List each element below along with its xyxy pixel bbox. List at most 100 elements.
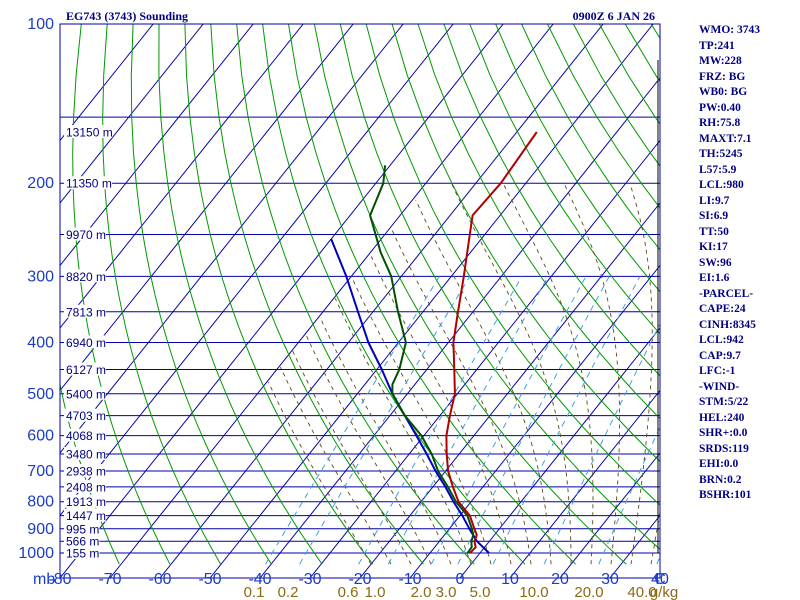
height-label-bg bbox=[64, 269, 106, 283]
isotherm-line bbox=[60, 24, 154, 142]
height-label: 8820 m bbox=[66, 270, 106, 284]
isotherm-line bbox=[209, 24, 654, 578]
stability-index-item: SW:96 bbox=[699, 256, 732, 269]
mixing-ratio-label: 0.2 bbox=[278, 584, 299, 600]
stability-index-item: L57:5.9 bbox=[699, 163, 737, 176]
stability-index-item: MW:228 bbox=[699, 55, 742, 67]
mixing-ratio-label: 0.6 bbox=[338, 584, 359, 600]
stability-index-item: WMO: 3743 bbox=[699, 24, 761, 36]
height-label: 5400 m bbox=[66, 387, 106, 401]
height-label: 11350 m bbox=[66, 177, 112, 191]
moist-adiabat-line bbox=[629, 183, 653, 565]
isotherm-line bbox=[60, 24, 304, 329]
height-label: 1913 m bbox=[66, 495, 106, 509]
moist-adiabat-line bbox=[415, 199, 552, 565]
isotherm-line bbox=[259, 77, 660, 578]
dry-adiabat-line bbox=[339, 24, 660, 550]
stability-index-item: LFC:-1 bbox=[699, 365, 736, 377]
temperature-axis-label: 20 bbox=[551, 571, 569, 588]
isotherm-line bbox=[60, 24, 354, 392]
dry-adiabat-line bbox=[365, 24, 660, 506]
moist-adiabat-line bbox=[370, 256, 512, 565]
height-label: 6127 m bbox=[66, 363, 106, 377]
pressure-axis-label: 1000 bbox=[18, 545, 54, 562]
height-label-bg bbox=[64, 447, 106, 461]
height-label-bg bbox=[64, 124, 113, 138]
stability-index-item: TT:50 bbox=[699, 225, 729, 238]
height-label: 6940 m bbox=[66, 336, 106, 350]
stability-index-item: EI:1.6 bbox=[699, 272, 730, 284]
height-label-bg bbox=[64, 521, 100, 535]
dry-adiabat-line bbox=[158, 24, 323, 565]
height-label-bg bbox=[64, 534, 100, 548]
stability-index-item: MAXT:7.1 bbox=[699, 132, 752, 145]
stability-index-item: BSHR:101 bbox=[699, 489, 752, 501]
mixing-ratio-line bbox=[358, 276, 523, 565]
height-label: 9970 m bbox=[66, 228, 106, 242]
temperature-axis-label: 40 bbox=[651, 571, 669, 588]
temperature-unit-label: C bbox=[654, 571, 666, 588]
dry-adiabat-line bbox=[236, 24, 475, 565]
height-label: 155 m bbox=[66, 547, 99, 561]
isotherm-line bbox=[309, 139, 660, 578]
pressure-axis-label: 300 bbox=[27, 268, 54, 285]
temperature-axis-label: -30 bbox=[298, 571, 321, 588]
stability-index-item: FRZ: BG bbox=[699, 70, 746, 83]
stability-index-item: KI:17 bbox=[699, 241, 728, 253]
temperature-axis-label: 10 bbox=[501, 571, 519, 588]
stability-index-item: TH:5245 bbox=[699, 148, 743, 160]
height-label-bg bbox=[64, 508, 106, 522]
stability-index-item: -PARCEL- bbox=[699, 287, 754, 300]
mixing-ratio-label: 5.0 bbox=[470, 584, 491, 600]
plot-frame bbox=[59, 23, 661, 579]
chart-title: EG743 (3743) Sounding bbox=[66, 9, 188, 23]
stability-index-item: LCL:980 bbox=[699, 179, 744, 191]
height-label-bg bbox=[64, 227, 106, 241]
temperature-axis-label: -60 bbox=[148, 571, 171, 588]
isotherm-line bbox=[459, 327, 660, 578]
pressure-axis-label: 900 bbox=[27, 521, 54, 538]
stability-index-item: PW:0.40 bbox=[699, 101, 741, 114]
stability-index-item: SHR+:0.0 bbox=[699, 427, 748, 439]
isotherm-line bbox=[60, 24, 404, 454]
height-label-bg bbox=[64, 428, 106, 442]
stability-index-item: LI:9.7 bbox=[699, 194, 730, 207]
temperature-axis-label: -70 bbox=[98, 571, 121, 588]
plot-area bbox=[60, 24, 660, 578]
isotherm-line bbox=[559, 452, 660, 578]
stability-index-item: SI:6.9 bbox=[699, 210, 729, 222]
pressure-axis-label: 800 bbox=[27, 494, 54, 511]
height-label: 4068 m bbox=[66, 429, 106, 443]
mixing-ratio-label: 3.0 bbox=[436, 584, 457, 600]
moist-adiabat-line bbox=[502, 182, 594, 565]
height-label-bg bbox=[64, 335, 106, 349]
isotherm-line bbox=[60, 24, 204, 204]
height-label-bg bbox=[64, 408, 106, 422]
height-label: 3480 m bbox=[66, 448, 106, 462]
stability-index-item: EHI:0.0 bbox=[699, 458, 739, 470]
height-label: 13150 m bbox=[66, 125, 113, 139]
mixing-ratio-label: 20.0 bbox=[574, 584, 603, 600]
dry-adiabat-line bbox=[469, 24, 660, 335]
stability-index-item: CAPE:24 bbox=[699, 303, 746, 315]
dry-adiabat-line bbox=[443, 24, 660, 377]
height-label: 2938 m bbox=[66, 465, 106, 479]
parcel-trace-line bbox=[330, 238, 490, 554]
moist-adiabat-line bbox=[292, 350, 412, 565]
pressure-axis-label: 200 bbox=[27, 175, 54, 192]
temperature-axis-label: -40 bbox=[248, 571, 271, 588]
moist-adiabat-line bbox=[650, 509, 660, 565]
moist-adiabat-line bbox=[450, 183, 572, 565]
stability-index-panel: WMO: 3743 TP:241 MW:228 FRZ: BG WB0: BG PW:0.… bbox=[699, 23, 799, 504]
pressure-axis-label: 100 bbox=[27, 16, 54, 33]
moist-adiabat-line bbox=[563, 183, 621, 565]
pressure-axis-label: 500 bbox=[27, 386, 54, 403]
stability-index-item: RH:75.8 bbox=[699, 117, 741, 129]
dry-adiabat-line bbox=[313, 24, 627, 565]
mixing-ratio-label: 2.0 bbox=[411, 584, 432, 600]
dry-adiabat-line bbox=[521, 24, 660, 251]
dry-adiabat-line bbox=[210, 24, 424, 565]
mixing-ratio-label: 40.0 bbox=[627, 584, 656, 600]
mixing-ratio-line bbox=[387, 276, 549, 565]
